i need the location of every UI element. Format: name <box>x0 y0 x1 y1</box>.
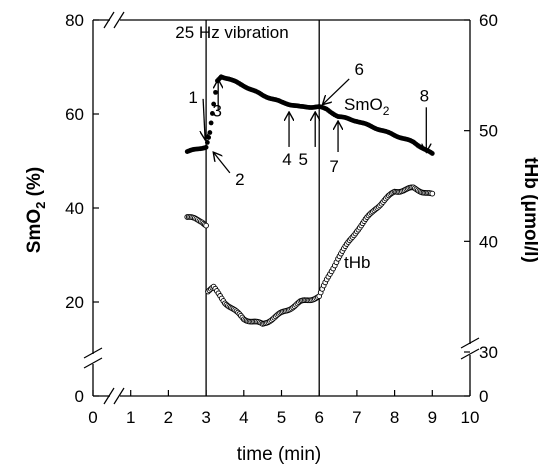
annotation-arrow <box>214 153 231 174</box>
y-left-axis-title: SmO2 (%) <box>24 167 48 253</box>
x-tick-label: 6 <box>314 408 323 427</box>
series-layer <box>184 74 436 327</box>
y-left-tick-label: 60 <box>65 105 84 124</box>
y-right-tick-label: 50 <box>479 122 498 141</box>
vibration-label: 25 Hz vibration <box>175 23 288 42</box>
y-right-axis-break-mark <box>460 337 480 349</box>
data-point <box>213 89 218 95</box>
annotation-label: 6 <box>354 60 363 79</box>
y-right-tick-label: 30 <box>479 343 498 362</box>
annotation-label: 1 <box>188 88 197 107</box>
series-label-thb: tHb <box>344 253 370 272</box>
annotation-label: 5 <box>298 150 307 169</box>
x-tick-label: 9 <box>428 408 437 427</box>
x-tick-label: 0 <box>88 408 97 427</box>
y-left-tick-label: 20 <box>65 293 84 312</box>
x-axis-break-mark <box>113 11 125 29</box>
y-right-tick-label: 0 <box>479 387 488 406</box>
annotation-label: 2 <box>235 170 244 189</box>
series-thb <box>184 184 436 327</box>
annotation-label: 7 <box>329 157 338 176</box>
x-tick-label: 8 <box>390 408 399 427</box>
data-point <box>211 101 217 107</box>
y-right-axis-title: tHb (μmol/l) <box>520 157 538 263</box>
series-label-smo2: SmO2 <box>344 95 390 118</box>
y-right-tick-label: 40 <box>479 232 498 251</box>
data-point <box>207 130 213 135</box>
y-left-tick-label: 80 <box>65 11 84 30</box>
data-point <box>206 135 212 140</box>
annotation-arrow <box>323 78 350 104</box>
x-tick-label: 3 <box>201 408 210 427</box>
data-point <box>203 144 209 150</box>
data-point <box>208 120 214 126</box>
annotations: 1 2 3 4 5 6 7 8 <box>188 60 429 189</box>
x-tick-label: 2 <box>164 408 173 427</box>
data-point <box>203 222 209 229</box>
x-axis-break-mark <box>103 387 115 405</box>
x-tick-label: 5 <box>277 408 286 427</box>
x-tick-label: 1 <box>126 408 135 427</box>
y-left-tick-label: 40 <box>65 199 84 218</box>
y-right-axis-break-mark <box>460 348 480 360</box>
x-axis-break-mark <box>113 387 125 405</box>
y-left-axis-break-mark <box>83 357 103 369</box>
data-point <box>429 190 436 197</box>
data-point <box>429 151 435 156</box>
annotation-label: 4 <box>282 150 291 169</box>
y-left-tick-label: 0 <box>75 387 84 406</box>
x-tick-label: 7 <box>352 408 361 427</box>
annotation-arrow <box>203 98 205 139</box>
x-tick-label: 10 <box>461 408 480 427</box>
x-tick-label: 4 <box>239 408 248 427</box>
series-smo2 <box>184 74 435 156</box>
annotation-label: 3 <box>212 101 221 120</box>
x-axis-title: time (min) <box>237 444 321 465</box>
data-point <box>204 140 210 145</box>
data-point <box>209 111 215 116</box>
x-axis-break-mark <box>103 11 115 29</box>
annotation-label: 8 <box>420 86 429 105</box>
axes <box>83 11 480 405</box>
y-right-tick-label: 60 <box>479 11 498 30</box>
y-left-axis-break-mark <box>83 347 103 359</box>
